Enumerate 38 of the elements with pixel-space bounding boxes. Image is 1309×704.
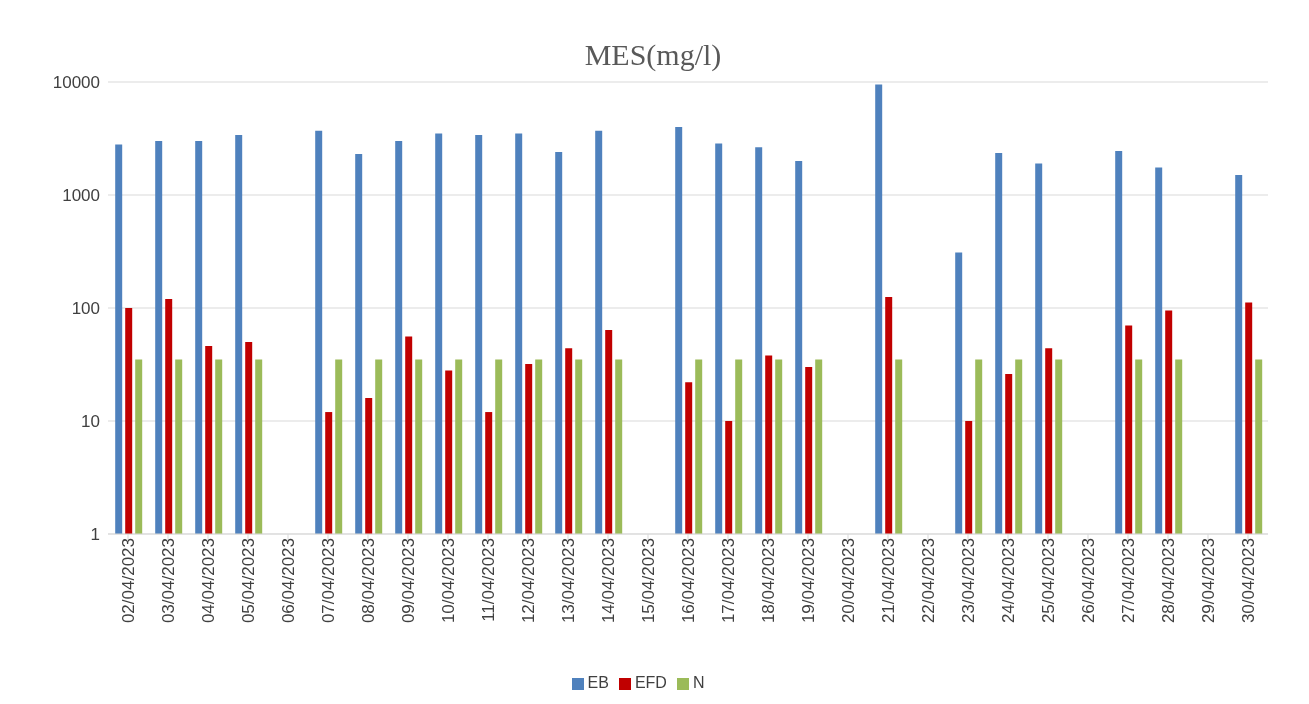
x-tick-label: 23/04/2023: [959, 538, 979, 624]
x-tick-label: 15/04/2023: [639, 538, 659, 624]
x-tick-label: 09/04/2023: [399, 538, 419, 624]
x-tick-label: 02/04/2023: [119, 538, 139, 624]
y-tick-label: 1000: [62, 186, 100, 206]
x-tick-label: 30/04/2023: [1239, 538, 1259, 624]
x-tick-label: 13/04/2023: [559, 538, 579, 624]
x-tick-label: 05/04/2023: [239, 538, 259, 624]
y-tick-label: 10: [81, 412, 100, 432]
x-tick-label: 06/04/2023: [279, 538, 299, 624]
x-tick-label: 12/04/2023: [519, 538, 539, 624]
x-tick-label: 03/04/2023: [159, 538, 179, 624]
x-tick-label: 07/04/2023: [319, 538, 339, 624]
y-tick-label: 1: [90, 525, 100, 545]
legend-label: N: [692, 674, 705, 691]
x-tick-label: 17/04/2023: [719, 538, 739, 624]
x-tick-label: 28/04/2023: [1159, 538, 1179, 624]
x-tick-label: 10/04/2023: [439, 538, 459, 624]
y-tick-label: 10000: [52, 73, 100, 93]
x-tick-label: 24/04/2023: [999, 538, 1019, 624]
x-tick-label: 11/04/2023: [479, 538, 499, 622]
y-tick-label: 100: [71, 299, 100, 319]
x-tick-label: 14/04/2023: [599, 538, 619, 624]
x-tick-label: 19/04/2023: [799, 538, 819, 624]
x-tick-label: 04/04/2023: [199, 538, 219, 624]
x-tick-label: 21/04/2023: [879, 538, 899, 624]
x-tick-label: 25/04/2023: [1039, 538, 1059, 624]
legend-label: EFD: [634, 674, 667, 691]
x-tick-label: 29/04/2023: [1199, 538, 1219, 624]
x-tick-label: 26/04/2023: [1079, 538, 1099, 624]
x-tick-label: 20/04/2023: [839, 538, 859, 624]
x-tick-label: 22/04/2023: [919, 538, 939, 624]
x-tick-label: 16/04/2023: [679, 538, 699, 624]
x-tick-label: 27/04/2023: [1119, 538, 1139, 624]
legend-label: EB: [587, 674, 609, 691]
x-tick-label: 08/04/2023: [359, 538, 379, 624]
chart-title: MES(mg/l): [583, 37, 723, 72]
x-tick-label: 18/04/2023: [759, 538, 779, 624]
